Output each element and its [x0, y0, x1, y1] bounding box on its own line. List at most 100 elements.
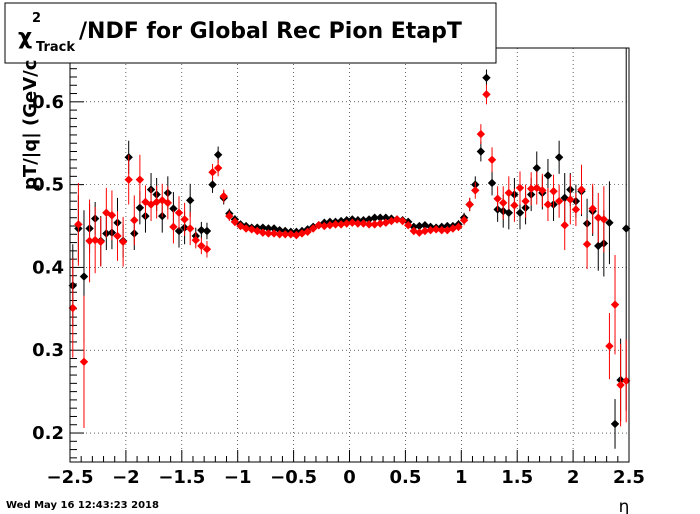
data-point — [504, 208, 514, 217]
data-point — [605, 341, 614, 351]
data-point — [476, 147, 486, 156]
data-series — [68, 48, 631, 449]
data-point — [258, 223, 268, 232]
data-point — [476, 129, 486, 139]
y-tick-label: 0.2 — [32, 423, 64, 444]
data-point — [113, 231, 122, 241]
title-subscript: Track — [36, 40, 75, 55]
x-tick-label: 0.5 — [389, 467, 421, 488]
data-point — [85, 236, 94, 246]
data-point — [146, 200, 156, 209]
data-point — [96, 237, 105, 246]
data-point — [213, 150, 223, 160]
data-point — [130, 216, 139, 225]
data-point — [403, 220, 413, 230]
data-point — [543, 171, 553, 180]
data-point — [459, 216, 469, 225]
timestamp: Wed May 16 12:43:23 2018 — [6, 500, 159, 511]
y-tick-label: 0.4 — [32, 257, 64, 278]
data-point — [499, 198, 508, 208]
data-point — [348, 218, 357, 227]
data-point — [269, 229, 279, 238]
data-point — [560, 220, 569, 230]
data-point — [79, 272, 89, 281]
data-point — [493, 194, 502, 203]
data-point — [264, 229, 273, 238]
x-axis-title: η — [619, 497, 630, 514]
data-point — [303, 227, 312, 237]
data-point — [308, 224, 318, 233]
data-point — [577, 185, 586, 194]
data-point — [169, 222, 178, 232]
data-point — [376, 219, 385, 228]
data-point — [359, 219, 368, 228]
data-point — [230, 217, 240, 227]
data-point — [197, 225, 206, 235]
data-point — [549, 187, 558, 196]
data-point — [197, 241, 206, 251]
data-point — [191, 235, 200, 245]
grid-lines — [69, 48, 630, 462]
data-point — [124, 175, 133, 184]
x-tick-label: −0.5 — [270, 467, 317, 488]
data-point — [426, 225, 435, 235]
data-point — [588, 204, 597, 213]
data-point — [163, 198, 173, 208]
data-point — [102, 208, 111, 217]
data-point — [437, 225, 446, 235]
data-point — [225, 211, 234, 221]
data-point — [599, 215, 609, 224]
data-point — [554, 196, 564, 206]
data-point — [74, 220, 83, 229]
data-point — [420, 226, 430, 236]
data-point — [482, 90, 491, 99]
y-tick-label: 0.3 — [32, 340, 64, 361]
data-point — [135, 175, 145, 184]
data-point — [431, 225, 441, 234]
data-point — [213, 163, 223, 173]
data-point — [107, 211, 117, 220]
data-point — [532, 163, 541, 173]
x-tick-label: −2.5 — [47, 467, 94, 488]
data-point — [538, 186, 547, 195]
data-point — [364, 220, 374, 229]
data-point — [208, 180, 217, 189]
y-tick-label: 0.5 — [32, 175, 64, 196]
data-point — [376, 213, 385, 222]
data-point — [286, 230, 296, 239]
data-point — [314, 220, 323, 230]
data-point — [571, 205, 581, 214]
data-point — [180, 215, 189, 224]
series-1 — [68, 84, 631, 429]
data-point — [342, 219, 351, 228]
data-point — [415, 221, 424, 231]
data-point — [381, 213, 391, 222]
data-point — [258, 228, 268, 237]
x-tick-label: 1 — [455, 467, 468, 488]
data-point — [135, 203, 145, 213]
x-tick-label: 2.5 — [613, 467, 645, 488]
title-text: /NDF for Global Rec Pion EtapT — [79, 19, 462, 44]
y-tick-label: 0.6 — [32, 92, 64, 113]
data-point — [275, 230, 284, 239]
data-point — [353, 219, 363, 228]
data-point — [118, 237, 128, 246]
data-point — [169, 204, 178, 213]
data-point — [185, 196, 195, 205]
x-tick-label: 0 — [343, 467, 356, 488]
data-point — [622, 376, 631, 386]
data-point — [202, 245, 212, 254]
y-axis-title: pT/|q| (GeV/c — [20, 60, 41, 190]
data-point — [174, 208, 184, 217]
data-point — [622, 224, 631, 233]
data-point — [605, 218, 614, 227]
data-point — [543, 200, 553, 209]
data-point — [336, 220, 346, 229]
x-tick-label: −2 — [112, 467, 140, 488]
data-point — [219, 192, 228, 201]
title-superscript: 2 — [32, 11, 41, 26]
title-box: χ 2 Track /NDF for Global Rec Pion EtapT — [4, 2, 497, 64]
data-point — [454, 222, 463, 232]
data-point — [370, 220, 379, 229]
